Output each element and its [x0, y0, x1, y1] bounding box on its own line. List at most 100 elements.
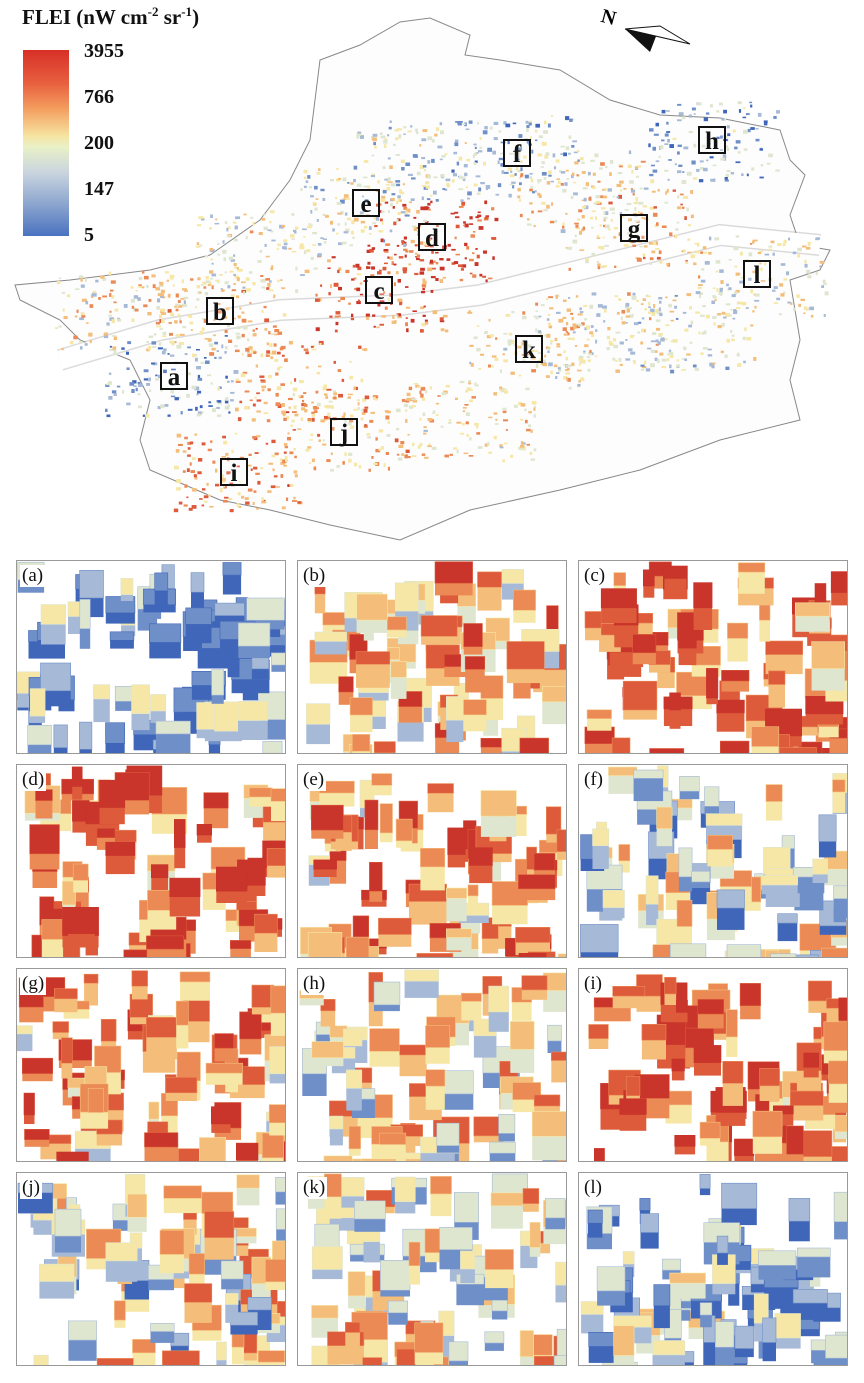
building-dot: [533, 414, 536, 418]
building-dot: [267, 229, 272, 232]
building-dot: [503, 332, 508, 335]
building-dot: [330, 220, 333, 225]
building-roof: [501, 569, 524, 584]
building-dot: [707, 142, 711, 145]
building-dot: [472, 154, 475, 159]
building-dot: [380, 135, 386, 139]
building-dot: [137, 405, 142, 409]
building-dot: [725, 303, 731, 306]
building-side: [425, 1047, 450, 1064]
building-dot: [386, 187, 391, 191]
panel-l[interactable]: (l): [578, 1172, 848, 1366]
building-dot: [399, 189, 402, 192]
building-dot: [203, 286, 207, 289]
building-dot: [358, 465, 362, 469]
building-dot: [260, 353, 264, 358]
building-dot: [787, 301, 791, 304]
building-dot: [419, 442, 423, 447]
building-dot: [735, 235, 740, 238]
building-dot: [401, 167, 405, 171]
building-dot: [291, 250, 297, 253]
building-dot: [130, 299, 135, 303]
building-side: [716, 712, 745, 732]
building-roof: [343, 1028, 363, 1047]
building-dot: [405, 162, 411, 166]
panel-g[interactable]: (g): [16, 968, 286, 1162]
building-dot: [209, 352, 215, 356]
building-roof: [184, 1283, 213, 1303]
panel-a[interactable]: (a): [16, 560, 286, 754]
building-dot: [261, 388, 265, 392]
building-dot: [548, 296, 554, 299]
panel-f[interactable]: (f): [578, 764, 848, 958]
building-dot: [287, 432, 290, 435]
panel-k[interactable]: (k): [297, 1172, 567, 1366]
building-dot: [652, 146, 656, 151]
building-dot: [184, 436, 188, 440]
region-label-k[interactable]: k: [515, 335, 543, 364]
building-dot: [752, 239, 758, 242]
building-dot: [563, 376, 567, 380]
building-side: [594, 1007, 631, 1022]
region-label-i[interactable]: i: [220, 458, 248, 487]
building-dot: [594, 355, 598, 357]
panel-j[interactable]: (j): [16, 1172, 286, 1366]
building-dot: [178, 443, 183, 446]
region-label-c[interactable]: c: [365, 276, 393, 305]
building-side: [694, 1062, 721, 1076]
building-dot: [563, 364, 566, 366]
building-dot: [540, 332, 543, 337]
building-roof: [388, 1300, 409, 1314]
region-label-f[interactable]: f: [503, 139, 531, 168]
building-side: [793, 1303, 828, 1320]
building-side: [588, 1346, 618, 1363]
panel-i[interactable]: (i): [578, 968, 848, 1162]
building-roof: [314, 631, 347, 642]
panel-b[interactable]: (b): [297, 560, 567, 754]
building-dot: [531, 369, 536, 373]
building-dot: [406, 397, 411, 402]
building-side: [238, 720, 268, 740]
building-side: [421, 636, 458, 645]
building-dot: [294, 230, 297, 234]
region-label-j[interactable]: j: [330, 418, 358, 447]
region-label-b[interactable]: b: [206, 297, 234, 326]
building-dot: [402, 203, 407, 207]
building-dot: [503, 359, 508, 363]
building-dot: [405, 306, 411, 309]
building-dot: [618, 194, 622, 199]
building-dot: [517, 187, 521, 192]
building-dot: [526, 223, 532, 226]
building-dot: [314, 207, 318, 211]
region-label-e[interactable]: e: [352, 189, 380, 218]
building-dot: [422, 278, 426, 282]
building-roof: [588, 1024, 609, 1039]
building-side: [728, 1283, 740, 1306]
region-label-g[interactable]: g: [620, 214, 648, 243]
building-dot: [650, 363, 655, 368]
building-dot: [209, 505, 214, 508]
building-dot: [698, 275, 701, 279]
building-dot: [549, 307, 554, 310]
building-dot: [383, 291, 386, 294]
building-dot: [653, 304, 656, 308]
building-dot: [312, 244, 316, 246]
building-dot: [495, 337, 498, 340]
building-dot: [247, 353, 252, 358]
panel-c[interactable]: (c): [578, 560, 848, 754]
panel-e[interactable]: (e): [297, 764, 567, 958]
building-dot: [224, 329, 228, 333]
region-label-d[interactable]: d: [418, 223, 446, 252]
region-label-h[interactable]: h: [698, 126, 726, 155]
region-label-a[interactable]: a: [160, 362, 188, 391]
building-roof: [555, 1261, 566, 1286]
panel-h[interactable]: (h): [297, 968, 567, 1162]
building-dot: [550, 340, 554, 342]
building-dot: [172, 284, 175, 287]
city-outline-map: [14, 17, 831, 541]
building-dot: [714, 299, 717, 302]
panel-d[interactable]: (d): [16, 764, 286, 958]
building-side: [612, 996, 645, 1009]
building-dot: [151, 362, 155, 365]
region-label-l[interactable]: l: [743, 260, 771, 289]
